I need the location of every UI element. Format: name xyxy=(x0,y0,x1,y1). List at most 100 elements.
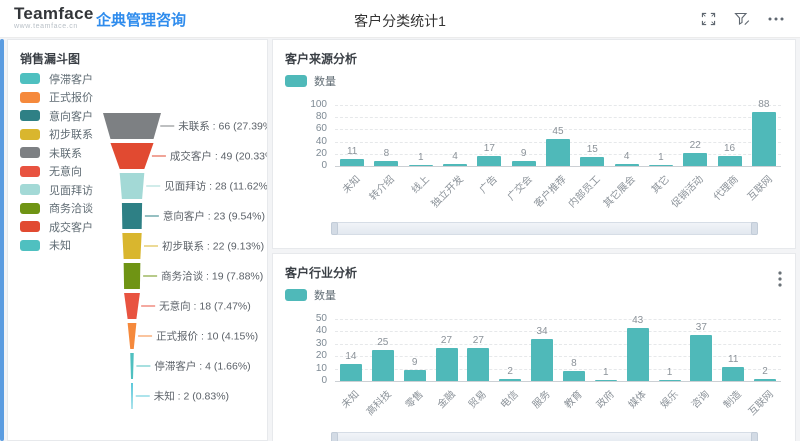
bar-服务[interactable] xyxy=(531,338,554,381)
source-legend[interactable]: 数量 xyxy=(285,73,336,89)
industry-legend[interactable]: 数量 xyxy=(285,287,336,303)
datazoom-right-handle[interactable] xyxy=(751,432,758,441)
funnel-segment[interactable] xyxy=(127,323,137,349)
x-axis-label: 咨询 xyxy=(690,389,713,411)
funnel-label: 商务洽谈 : 19 (7.88%) xyxy=(161,270,263,283)
filter-icon[interactable] xyxy=(734,11,750,27)
bar-代理商[interactable] xyxy=(717,156,742,166)
datazoom-left-handle[interactable] xyxy=(331,432,338,441)
legend-swatch xyxy=(20,184,40,195)
bar-value-label: 22 xyxy=(689,139,701,151)
bar-内部员工[interactable] xyxy=(580,156,605,166)
x-axis-label: 广告 xyxy=(478,174,501,196)
bar-独立开发[interactable] xyxy=(443,163,468,166)
industry-datazoom-slider[interactable] xyxy=(331,432,758,441)
bar-客户推荐[interactable] xyxy=(546,138,570,166)
x-axis-label: 其它展会 xyxy=(601,174,638,211)
datazoom-left-handle[interactable] xyxy=(331,222,338,235)
bar-value-label: 1 xyxy=(658,151,664,163)
y-axis-tick-label: 60 xyxy=(315,123,327,135)
bar-未知[interactable] xyxy=(339,363,362,381)
funnel-legend-item[interactable]: 成交客户 xyxy=(20,221,93,234)
x-axis-label: 互联网 xyxy=(746,389,776,418)
bar-零售[interactable] xyxy=(403,369,426,381)
funnel-segment[interactable] xyxy=(121,203,143,229)
bar-金融[interactable] xyxy=(435,347,458,381)
fullscreen-icon[interactable] xyxy=(701,11,716,27)
y-axis-tick-label: 10 xyxy=(315,362,327,374)
legend-label: 停滞客户 xyxy=(49,73,93,86)
legend-label: 意向客户 xyxy=(49,110,93,123)
funnel-legend-item[interactable]: 商务洽谈 xyxy=(20,202,93,215)
industry-bar-chart: 0 10 20 30 40 50 14 未知 25 高科技 9 零售 27 金融 27 贸易 2 电信 34 服务 8 教… xyxy=(273,254,795,441)
datazoom-right-handle[interactable] xyxy=(751,222,758,235)
bar-value-label: 43 xyxy=(632,314,644,326)
bar-媒体[interactable] xyxy=(626,327,649,381)
funnel-segment[interactable] xyxy=(131,383,133,409)
x-axis-label: 转介绍 xyxy=(368,174,398,203)
legend-label: 无意向 xyxy=(49,166,82,178)
panel-menu-icon[interactable] xyxy=(776,269,784,294)
bar-互联网[interactable] xyxy=(751,112,776,166)
bar-制造[interactable] xyxy=(722,367,745,381)
gridline xyxy=(335,368,781,370)
bar-咨询[interactable] xyxy=(690,335,713,381)
gridline xyxy=(335,331,781,333)
bar-互联网[interactable] xyxy=(754,378,777,381)
funnel-legend-item[interactable]: 未知 xyxy=(20,239,93,252)
funnel-legend-item[interactable]: 意向客户 xyxy=(20,110,93,123)
x-axis-label: 独立开发 xyxy=(429,174,466,211)
bar-高科技[interactable] xyxy=(371,350,394,381)
funnel-segment[interactable] xyxy=(123,263,141,289)
bar-未知[interactable] xyxy=(340,159,365,166)
funnel-segment[interactable] xyxy=(110,143,154,169)
funnel-legend-item[interactable]: 停滞客户 xyxy=(20,73,93,86)
bar-转介绍[interactable] xyxy=(374,161,399,166)
funnel-segment[interactable] xyxy=(103,113,161,139)
bar-广告[interactable] xyxy=(477,155,502,166)
x-axis-label: 服务 xyxy=(530,389,553,411)
funnel-segment[interactable] xyxy=(119,173,145,199)
funnel-legend-item[interactable]: 未联系 xyxy=(20,147,93,160)
funnel-segment[interactable] xyxy=(124,293,140,319)
vertical-scrollbar[interactable] xyxy=(0,39,4,441)
x-axis-label: 娱乐 xyxy=(658,389,681,411)
funnel-legend-item[interactable]: 正式报价 xyxy=(20,91,93,104)
bar-教育[interactable] xyxy=(562,371,585,381)
funnel-legend: 停滞客户正式报价意向客户初步联系未联系无意向见面拜访商务洽谈成交客户未知 xyxy=(20,73,93,252)
bar-广交会[interactable] xyxy=(511,160,536,166)
source-datazoom-slider[interactable] xyxy=(331,222,758,235)
bar-其它展会[interactable] xyxy=(614,163,639,166)
logo-subtext: www.teamface.cn xyxy=(14,23,78,30)
bar-线上[interactable] xyxy=(408,164,433,166)
bar-促销活动[interactable] xyxy=(683,152,708,166)
bar-娱乐[interactable] xyxy=(658,379,681,381)
bar-value-label: 8 xyxy=(571,358,577,370)
funnel-legend-item[interactable]: 无意向 xyxy=(20,165,93,178)
funnel-legend-item[interactable]: 初步联系 xyxy=(20,128,93,141)
bar-电信[interactable] xyxy=(499,378,522,381)
bar-value-label: 88 xyxy=(758,99,770,111)
funnel-label: 成交客户 : 49 (20.33%) xyxy=(170,150,267,163)
x-axis-label: 政府 xyxy=(594,389,617,411)
y-axis-tick-label: 0 xyxy=(321,375,327,386)
source-panel-title: 客户来源分析 xyxy=(285,52,358,66)
y-axis-tick-label: 40 xyxy=(315,135,327,147)
x-axis-label: 贸易 xyxy=(467,389,490,411)
bar-政府[interactable] xyxy=(594,379,617,381)
bar-贸易[interactable] xyxy=(467,347,490,381)
teamface-logo[interactable]: Teamface www.teamface.cn xyxy=(14,5,94,31)
bar-其它[interactable] xyxy=(648,164,673,166)
funnel-legend-item[interactable]: 见面拜访 xyxy=(20,184,93,197)
bar-value-label: 1 xyxy=(417,151,424,163)
funnel-label: 无意向 : 18 (7.47%) xyxy=(159,300,251,313)
y-axis-tick-label: 100 xyxy=(310,99,327,110)
funnel-segment[interactable] xyxy=(122,233,142,259)
funnel-segment[interactable] xyxy=(130,353,134,379)
legend-swatch xyxy=(20,147,40,158)
more-icon[interactable] xyxy=(768,11,784,27)
x-axis-label: 制造 xyxy=(722,389,744,411)
bar-value-label: 8 xyxy=(383,148,390,160)
x-axis-label: 未知 xyxy=(341,174,363,196)
